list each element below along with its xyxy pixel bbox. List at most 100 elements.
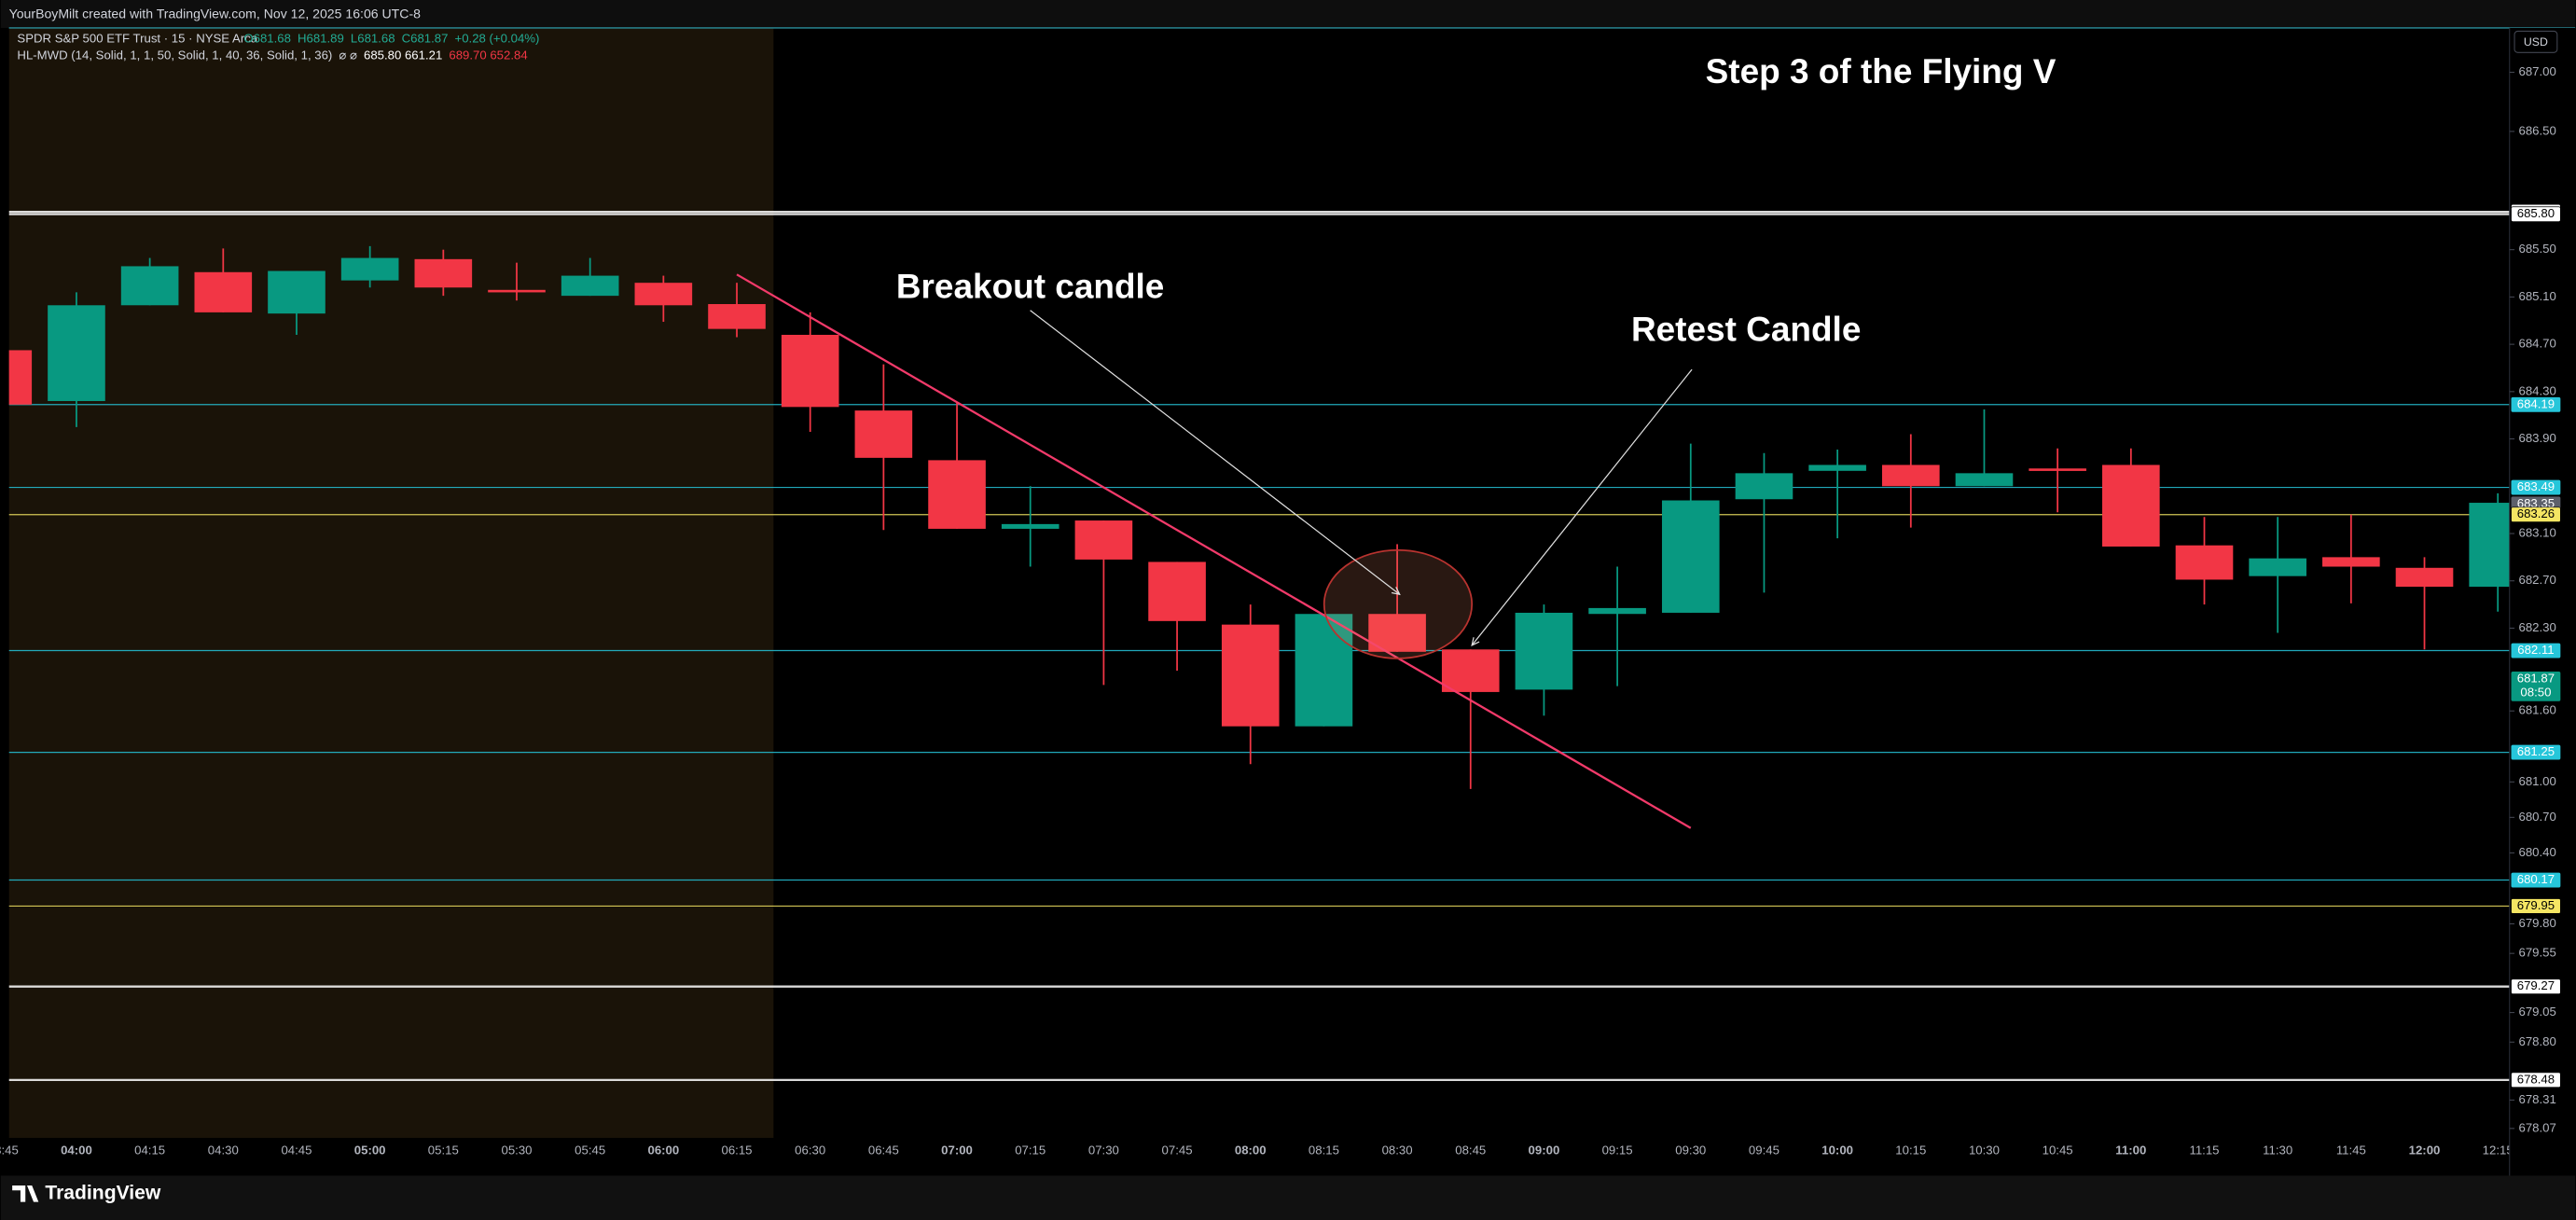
x-tick-label: 04:00 (61, 1144, 92, 1158)
y-tick-label: 680.70 (2519, 810, 2556, 824)
candle-body (120, 266, 179, 306)
candle-body (634, 283, 693, 306)
x-tick-label: 09:30 (1675, 1144, 1706, 1158)
x-tick-label: 10:45 (2043, 1144, 2073, 1158)
x-tick-label: 09:45 (1749, 1144, 1780, 1158)
level-label: 680.17 (2517, 872, 2555, 886)
level-label: 683.49 (2517, 479, 2555, 493)
footer-bar (0, 1175, 2576, 1220)
y-tick-label: 681.00 (2519, 774, 2556, 788)
x-tick-label: 11:00 (2115, 1144, 2146, 1158)
candle-body (1074, 520, 1133, 560)
x-tick-label: 08:45 (1455, 1144, 1486, 1158)
currency-button (2514, 30, 2558, 53)
candle-body (2249, 558, 2306, 576)
annotation: Breakout candle (896, 268, 1165, 306)
arrow-head (1391, 587, 1401, 596)
x-tick-label: 10:15 (1895, 1144, 1926, 1158)
candle-body (2102, 464, 2160, 547)
candle-body (2395, 567, 2454, 588)
highlight-ellipse (1323, 548, 1474, 659)
level-label-box (2511, 744, 2561, 760)
x-tick-label: 04:45 (281, 1144, 312, 1158)
y-tick-label: 679.80 (2519, 916, 2556, 930)
level-label-box (2511, 643, 2561, 659)
candle-body (268, 270, 325, 314)
x-tick-label: 04:15 (134, 1144, 165, 1158)
y-tick-label: 687.00 (2519, 64, 2556, 78)
candle-body (1588, 607, 1646, 615)
level-label: 682.11 (2517, 643, 2554, 657)
ohlc-value: H681.89 (298, 32, 344, 46)
x-tick-label: 11:15 (2189, 1144, 2219, 1158)
x-tick-label: 09:15 (1602, 1144, 1633, 1158)
level-label-box (2511, 978, 2561, 994)
countdown: 08:50 (2520, 685, 2551, 699)
candle-body (854, 410, 913, 458)
candle-body (1221, 624, 1280, 727)
x-tick-label: 07:45 (1162, 1144, 1193, 1158)
symbol: SPDR S&P 500 ETF Trust · 15 · NYSE Arca (17, 32, 257, 46)
level-label: 683.26 (2517, 506, 2555, 520)
x-tick-label: 05:45 (575, 1144, 605, 1158)
x-tick-label: 05:15 (428, 1144, 459, 1158)
level-label-box (2511, 872, 2561, 888)
credit: YourBoyMilt created with TradingView.com… (9, 7, 422, 21)
level-label-box (2511, 206, 2561, 222)
y-tick-label: 685.10 (2519, 289, 2556, 303)
y-tick-label: 678.31 (2519, 1092, 2556, 1106)
x-tick-label: 06:15 (722, 1144, 753, 1158)
arrow-head (1471, 637, 1480, 646)
candle-body (414, 258, 473, 288)
candle-body (1955, 473, 2014, 487)
top-bar (0, 0, 2576, 28)
candle-body (1148, 561, 1206, 621)
y-tick-label: 682.70 (2519, 573, 2556, 587)
x-tick-label: 10:00 (1821, 1144, 1853, 1158)
candle-body (561, 275, 619, 297)
level-label-box (2511, 1072, 2561, 1088)
y-tick-label: 683.90 (2519, 431, 2556, 445)
x-tick-label: 08:30 (1382, 1144, 1413, 1158)
level-label: 684.19 (2517, 396, 2555, 410)
level-label: 681.25 (2517, 744, 2555, 758)
x-tick-label: 05:00 (354, 1144, 386, 1158)
level-label: 679.27 (2517, 978, 2555, 992)
last-price-box (2511, 672, 2561, 701)
y-tick-label: 679.55 (2519, 946, 2556, 960)
level-label: 678.48 (2517, 1072, 2555, 1086)
level-label-box (2511, 396, 2561, 412)
price-axis (2509, 27, 2576, 1176)
plot-area (8, 27, 2510, 1138)
candle-body (928, 460, 986, 529)
candle-body (1808, 464, 1866, 471)
y-tick-label: 685.50 (2519, 242, 2556, 256)
y-tick-label: 678.80 (2519, 1034, 2556, 1048)
candle-body (2029, 468, 2086, 471)
x-tick-label: 06:45 (868, 1144, 899, 1158)
candle-body (1881, 464, 1940, 487)
x-tick-label: 08:15 (1309, 1144, 1339, 1158)
brand-logo: TradingView (12, 1182, 161, 1203)
candle-body (708, 304, 766, 329)
x-tick-label: 11:30 (2263, 1144, 2292, 1158)
x-tick-label: 04:30 (208, 1144, 239, 1158)
x-tick-label: 06:30 (795, 1144, 825, 1158)
y-tick-label: 684.30 (2519, 383, 2556, 397)
last-price-label: 681.87 (2517, 671, 2555, 685)
candle-body (1295, 614, 1353, 727)
y-tick-label: 681.60 (2519, 703, 2556, 717)
x-tick-label: 07:30 (1088, 1144, 1119, 1158)
ohlc-value: L681.68 (351, 32, 395, 46)
arrow-line (1030, 310, 1401, 595)
y-tick-label: 680.40 (2519, 845, 2556, 859)
indicator-values: 689.70 652.84 (449, 48, 527, 62)
level-label-box (2511, 479, 2561, 495)
ohlc-value: +0.28 (+0.04%) (455, 32, 540, 46)
arrow-line (1471, 368, 1693, 646)
candle-body (194, 271, 253, 312)
x-tick-label: 10:30 (1969, 1144, 2000, 1158)
ohlc-value: C681.87 (402, 32, 449, 46)
logo-mark (12, 1185, 39, 1202)
